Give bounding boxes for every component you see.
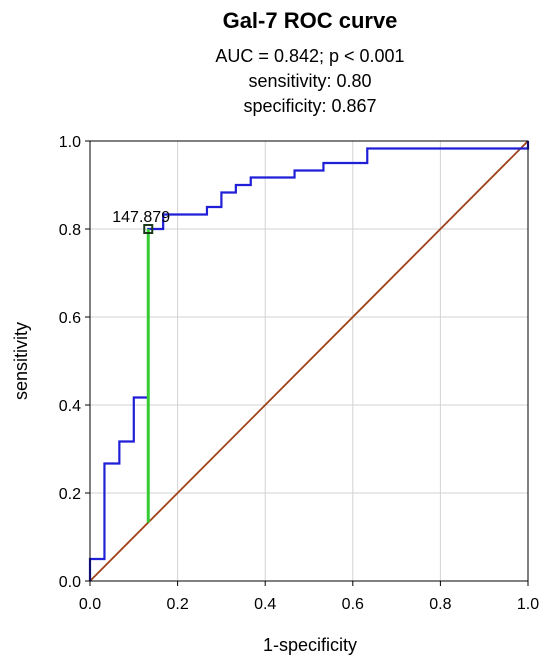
annotation-layer: 147.879 xyxy=(112,209,170,523)
cutoff-point-label: 147.879 xyxy=(112,209,170,226)
x-tick-label: 0.2 xyxy=(166,596,188,613)
x-tick-label: 0.0 xyxy=(79,596,101,613)
y-tick-label: 0.4 xyxy=(59,398,81,415)
chart-subtitle-auc: AUC = 0.842; p < 0.001 xyxy=(215,46,404,66)
x-tick-label: 0.6 xyxy=(342,596,364,613)
reference-lines xyxy=(89,140,529,582)
diagonal-reference-line xyxy=(89,140,529,582)
y-axis-label: sensitivity xyxy=(11,322,31,400)
y-tick-label: 0.0 xyxy=(59,574,81,591)
x-tick-label: 0.8 xyxy=(429,596,451,613)
x-axis-label: 1-specificity xyxy=(263,635,357,655)
cutoff-point-marker xyxy=(143,224,154,234)
series-layer xyxy=(88,141,530,581)
chart-title: Gal-7 ROC curve xyxy=(223,8,398,33)
x-tick-label: 0.4 xyxy=(254,596,276,613)
chart-subtitle-specificity: specificity: 0.867 xyxy=(243,96,376,116)
x-tick-label: 1.0 xyxy=(517,596,539,613)
chart-subtitle-sensitivity: sensitivity: 0.80 xyxy=(248,71,371,91)
roc-curve-line xyxy=(88,141,530,581)
y-tick-label: 0.8 xyxy=(59,222,81,239)
y-axis-ticks: 0.0 0.2 0.4 0.6 0.8 1.0 xyxy=(59,134,90,591)
y-tick-label: 0.6 xyxy=(59,310,81,327)
y-tick-label: 1.0 xyxy=(59,134,81,151)
plot-frame xyxy=(89,140,529,582)
x-axis-ticks: 0.0 0.2 0.4 0.6 0.8 1.0 xyxy=(79,581,539,613)
y-tick-label: 0.2 xyxy=(59,486,81,503)
